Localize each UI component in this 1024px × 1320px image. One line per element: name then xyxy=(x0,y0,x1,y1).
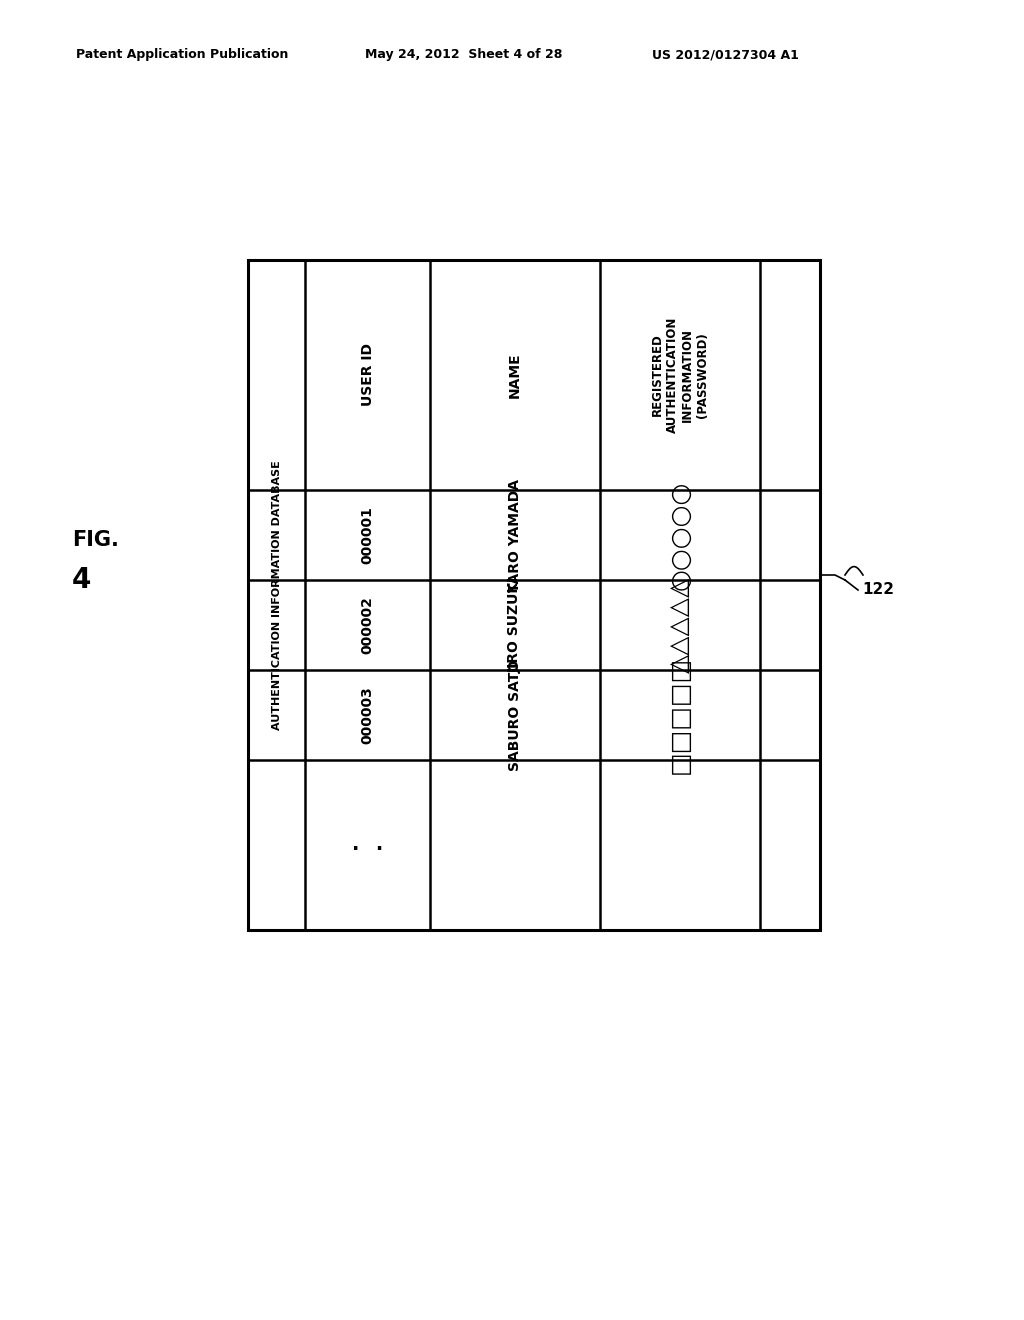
Text: JIRO SUZUKI: JIRO SUZUKI xyxy=(508,577,522,673)
Text: FIG.: FIG. xyxy=(72,531,119,550)
Text: AUTHENTICATION INFORMATION DATABASE: AUTHENTICATION INFORMATION DATABASE xyxy=(271,461,282,730)
Text: NAME: NAME xyxy=(508,352,522,397)
Text: 000003: 000003 xyxy=(360,686,375,744)
Text: US 2012/0127304 A1: US 2012/0127304 A1 xyxy=(652,48,799,61)
Text: REGISTERED
AUTHENTICATION
INFORMATION
(PASSWORD): REGISTERED AUTHENTICATION INFORMATION (P… xyxy=(651,317,709,433)
Text: May 24, 2012  Sheet 4 of 28: May 24, 2012 Sheet 4 of 28 xyxy=(365,48,562,61)
Text: 000002: 000002 xyxy=(360,597,375,653)
Text: SABURO SATO: SABURO SATO xyxy=(508,660,522,771)
Text: △△△△△: △△△△△ xyxy=(668,577,692,673)
Text: .  .: . . xyxy=(352,836,383,854)
Text: 122: 122 xyxy=(862,582,894,598)
Bar xyxy=(248,260,820,931)
Text: □□□□□: □□□□□ xyxy=(668,656,692,774)
Text: ○○○○○: ○○○○○ xyxy=(668,480,692,590)
Text: TARO YAMADA: TARO YAMADA xyxy=(508,479,522,591)
Text: 000001: 000001 xyxy=(360,506,375,564)
Text: Patent Application Publication: Patent Application Publication xyxy=(76,48,289,61)
Text: 4: 4 xyxy=(72,566,91,594)
Text: USER ID: USER ID xyxy=(360,343,375,407)
